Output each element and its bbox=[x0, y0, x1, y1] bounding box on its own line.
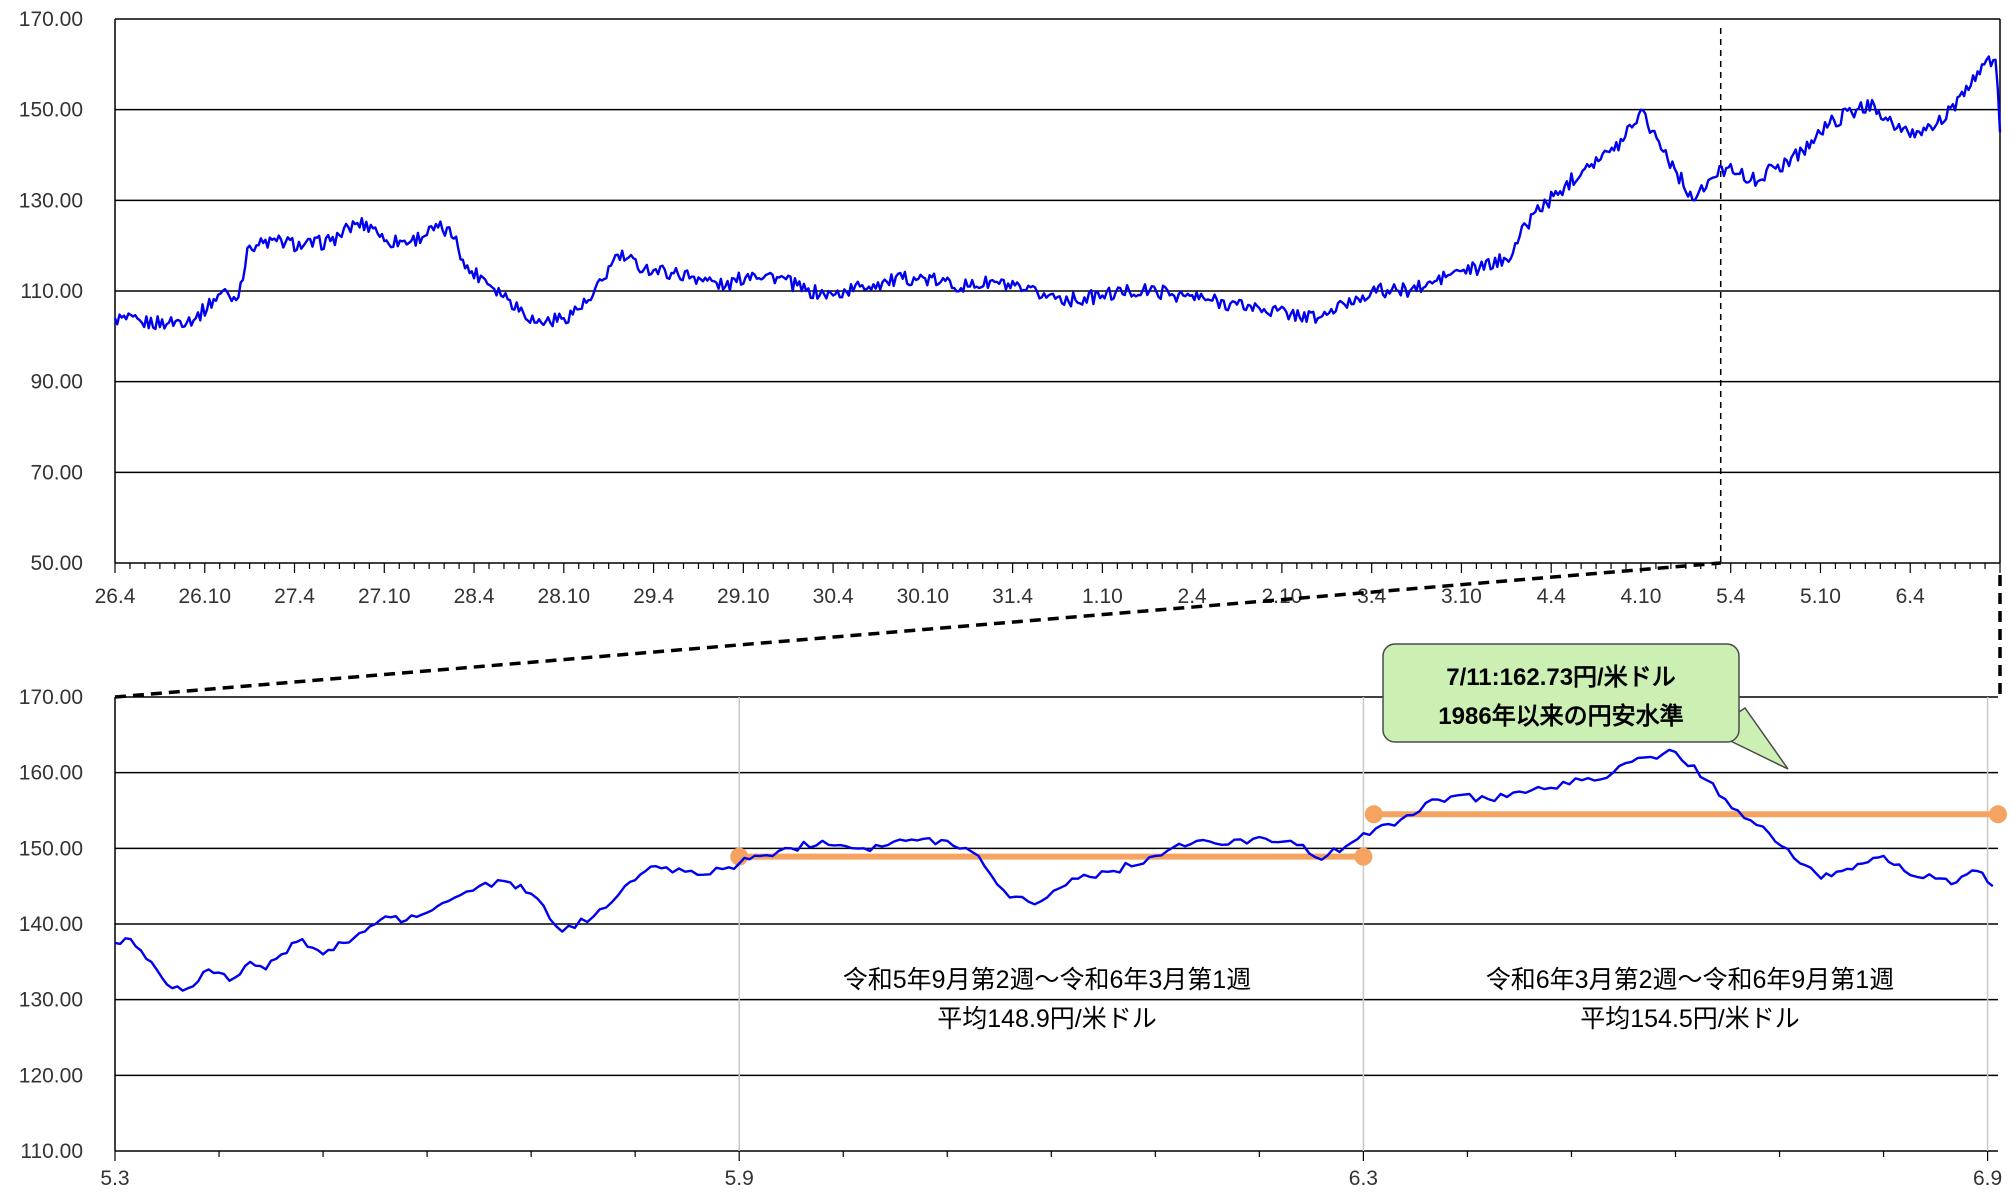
callout-line-2: 1986年以来の円安水準 bbox=[1438, 702, 1683, 730]
period1-start-dot bbox=[730, 847, 749, 866]
bottom-y-tick-label: 130.00 bbox=[19, 989, 83, 1012]
top-x-tick-label: 6.4 bbox=[1896, 585, 1926, 608]
recent-panel: 110.00 120.00 130.00 140.00 150.00 160.00 170.… bbox=[19, 686, 2007, 1190]
period2-average: 平均154.5円/米ドル bbox=[1580, 1005, 1800, 1033]
period2-start-dot bbox=[1364, 805, 1383, 824]
bottom-y-tick-label: 140.00 bbox=[19, 913, 83, 936]
top-x-tick-label: 29.10 bbox=[717, 585, 770, 608]
top-y-tick-label: 70.00 bbox=[30, 461, 83, 484]
annotations: 7/11:162.73円/米ドル 1986年以来の円安水準 令和5年9月第2週～… bbox=[843, 643, 1894, 1033]
top-y-tick-label: 90.00 bbox=[30, 371, 83, 394]
bottom-y-tick-label: 160.00 bbox=[19, 762, 83, 785]
top-x-tick-label: 27.10 bbox=[358, 585, 411, 608]
top-x-tick-label: 28.10 bbox=[538, 585, 591, 608]
top-x-tick-label: 30.4 bbox=[813, 585, 854, 608]
top-x-tick-label: 4.4 bbox=[1537, 585, 1567, 608]
zoom-connector bbox=[114, 561, 2002, 699]
callout: 7/11:162.73円/米ドル 1986年以来の円安水準 bbox=[1382, 643, 1789, 770]
bottom-x-tick-label: 5.9 bbox=[725, 1167, 754, 1190]
top-x-tick-label: 27.4 bbox=[274, 585, 315, 608]
callout-box bbox=[1382, 643, 1740, 743]
bottom-series-line bbox=[114, 748, 1994, 992]
bottom-y-tick-label: 110.00 bbox=[20, 1140, 83, 1163]
top-x-tick-label: 28.4 bbox=[454, 585, 495, 608]
top-x-tick-label: 29.4 bbox=[633, 585, 674, 608]
top-x-tick-label: 3.10 bbox=[1441, 585, 1482, 608]
top-x-tick-label: 26.4 bbox=[95, 585, 136, 608]
top-x-tick-label: 3.4 bbox=[1357, 585, 1387, 608]
top-x-tick-label: 30.10 bbox=[897, 585, 950, 608]
bottom-x-tick-label: 6.9 bbox=[1973, 1167, 2002, 1190]
top-y-tick-label: 130.00 bbox=[19, 189, 83, 212]
top-series-line bbox=[113, 55, 2002, 331]
bottom-y-tick-label: 170.00 bbox=[19, 686, 83, 709]
period1-average: 平均148.9円/米ドル bbox=[937, 1005, 1157, 1033]
long-term-panel: 50.00 70.00 90.00 110.00 130.00 150.00 170.00 2… bbox=[19, 8, 2002, 608]
top-x-tick-label: 5.10 bbox=[1800, 585, 1841, 608]
top-y-tick-label: 170.00 bbox=[19, 8, 83, 31]
top-x-tick-label: 2.4 bbox=[1178, 585, 1208, 608]
callout-line-1: 7/11:162.73円/米ドル bbox=[1446, 664, 1675, 691]
top-y-tick-label: 150.00 bbox=[19, 99, 83, 122]
period2-end-dot bbox=[1989, 805, 2007, 824]
top-y-tick-label: 50.00 bbox=[30, 552, 83, 575]
period2-label: 令和6年3月第2週～令和6年9月第1週 bbox=[1486, 966, 1894, 994]
zoom-connector-left bbox=[114, 561, 1721, 699]
top-x-tick-label: 1.10 bbox=[1082, 585, 1123, 608]
period1-end-dot bbox=[1354, 847, 1373, 866]
top-y-tick-label: 110.00 bbox=[20, 280, 83, 303]
top-x-tick-label: 2.10 bbox=[1261, 585, 1302, 608]
top-x-tick-label: 4.10 bbox=[1621, 585, 1662, 608]
period1-label: 令和5年9月第2週～令和6年3月第1週 bbox=[843, 966, 1251, 994]
top-x-tick-label: 26.10 bbox=[178, 585, 231, 608]
top-x-tick-label: 31.4 bbox=[992, 585, 1033, 608]
bottom-y-tick-label: 120.00 bbox=[19, 1064, 83, 1087]
bottom-y-tick-label: 150.00 bbox=[19, 837, 83, 860]
bottom-x-tick-label: 6.3 bbox=[1349, 1167, 1378, 1190]
bottom-x-tick-label: 5.3 bbox=[100, 1167, 129, 1190]
top-x-tick-label: 5.4 bbox=[1716, 585, 1746, 608]
